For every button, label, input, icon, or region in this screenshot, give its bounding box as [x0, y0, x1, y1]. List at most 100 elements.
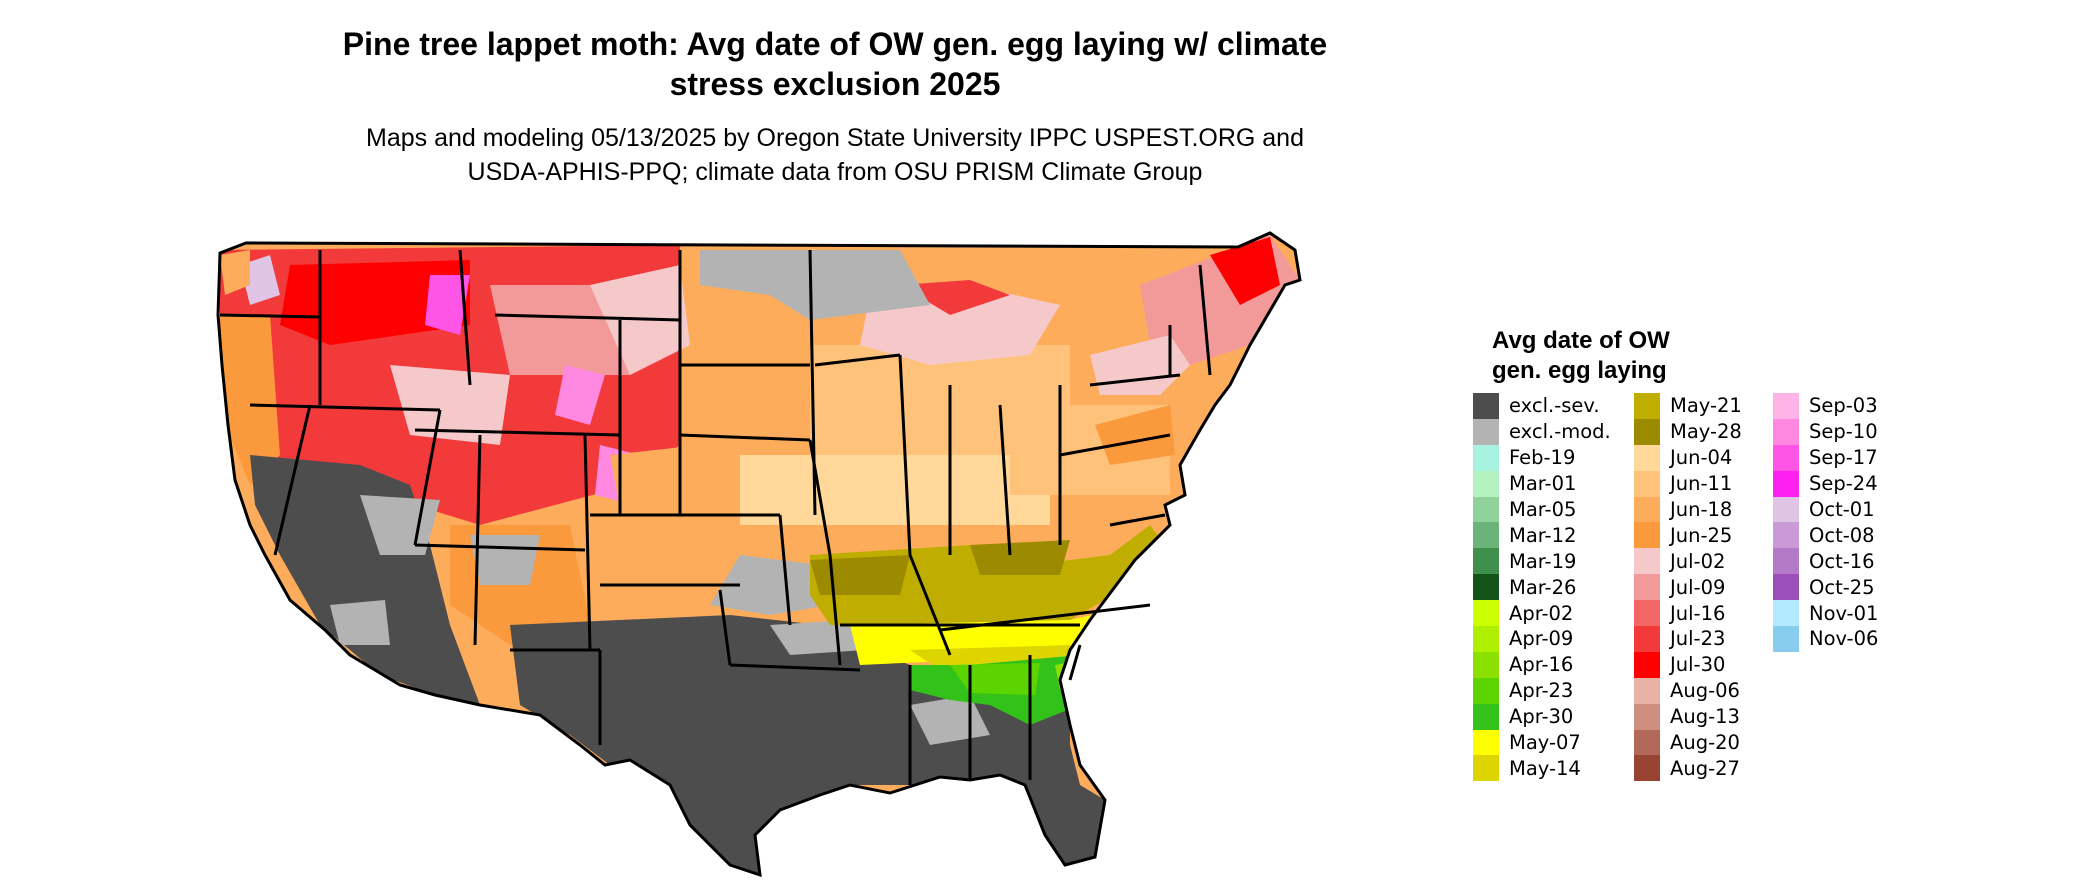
- legend-item: excl.-sev.: [1473, 392, 1611, 419]
- legend-swatch: [1634, 574, 1660, 601]
- legend-item: Nov-06: [1773, 625, 1879, 652]
- legend-item: May-07: [1473, 729, 1611, 756]
- legend-label: Nov-06: [1809, 627, 1879, 651]
- legend-item: Jul-30: [1634, 651, 1742, 678]
- legend-item: Aug-27: [1634, 755, 1742, 782]
- legend-swatch: [1634, 600, 1660, 627]
- legend-item: Mar-01: [1473, 470, 1611, 497]
- subtitle-line-1: Maps and modeling 05/13/2025 by Oregon S…: [366, 124, 1304, 152]
- legend-label: Jun-11: [1670, 472, 1733, 496]
- legend-title-line-1: Avg date of OW: [1492, 327, 1670, 354]
- legend-item: May-21: [1634, 392, 1742, 419]
- legend-label: Nov-01: [1809, 601, 1879, 625]
- legend-item: Jun-11: [1634, 470, 1742, 497]
- legend-swatch: [1473, 755, 1499, 782]
- legend-label: Mar-19: [1509, 549, 1577, 573]
- legend-item: Jun-18: [1634, 496, 1742, 523]
- legend-label: Apr-30: [1509, 705, 1574, 729]
- legend-title: Avg date of OW gen. egg laying: [1492, 326, 1752, 386]
- legend-swatch: [1773, 496, 1799, 523]
- legend-label: Sep-10: [1809, 420, 1878, 444]
- legend-label: May-28: [1670, 420, 1742, 444]
- legend-label: Aug-13: [1670, 705, 1740, 729]
- legend-label: May-14: [1509, 756, 1581, 780]
- legend-swatch: [1473, 574, 1499, 601]
- map-title: Pine tree lappet moth: Avg date of OW ge…: [280, 24, 1390, 104]
- legend-item: Jul-02: [1634, 548, 1742, 575]
- legend-label: Mar-26: [1509, 575, 1577, 599]
- legend-item: Oct-08: [1773, 522, 1878, 549]
- legend-label: Jun-04: [1670, 446, 1733, 470]
- legend-item: Oct-25: [1773, 574, 1878, 601]
- legend-item: Sep-24: [1773, 470, 1878, 497]
- legend-swatch: [1473, 600, 1499, 627]
- legend-label: May-21: [1670, 394, 1742, 418]
- legend-swatch: [1634, 651, 1660, 678]
- legend-label: Mar-05: [1509, 498, 1577, 521]
- legend-label: excl.-sev.: [1509, 394, 1600, 418]
- legend-label: Apr-02: [1509, 601, 1574, 625]
- legend-item: Oct-01: [1773, 496, 1878, 523]
- legend-title-line-2: gen. egg laying: [1492, 357, 1667, 384]
- legend-item: Mar-26: [1473, 574, 1611, 601]
- legend-label: Jul-16: [1670, 601, 1726, 625]
- map-subtitle: Maps and modeling 05/13/2025 by Oregon S…: [280, 121, 1390, 189]
- legend-item: Nov-01: [1773, 600, 1879, 627]
- legend-item: Aug-13: [1634, 703, 1742, 730]
- legend-swatch: [1473, 522, 1499, 549]
- legend-swatch: [1473, 651, 1499, 678]
- legend-swatch: [1773, 470, 1799, 497]
- legend-item: Jul-16: [1634, 600, 1742, 627]
- legend-swatch: [1773, 625, 1799, 652]
- legend-item: May-14: [1473, 755, 1611, 782]
- legend-swatch: [1634, 625, 1660, 652]
- legend-swatch: [1773, 418, 1799, 445]
- legend-item: Apr-16: [1473, 651, 1611, 678]
- legend-item: Aug-06: [1634, 677, 1742, 704]
- legend-column-1: excl.-sev. excl.-mod. Feb-19 Mar-01 Mar-05 Ma…: [1473, 392, 1611, 782]
- legend-label: Jun-18: [1670, 498, 1733, 521]
- legend-column-3: Sep-03 Sep-10 Sep-17 Sep-24 Oct-01 Oct-08 Oct-…: [1773, 392, 1879, 652]
- legend-swatch: [1473, 729, 1499, 756]
- legend-swatch: [1634, 677, 1660, 704]
- legend-column-2: May-21 May-28 Jun-04 Jun-11 Jun-18 Jun-25 Jul-…: [1634, 392, 1742, 782]
- legend-label: Aug-27: [1670, 756, 1740, 780]
- legend-swatch: [1473, 703, 1499, 730]
- legend-label: Sep-17: [1809, 446, 1878, 470]
- legend-swatch: [1634, 548, 1660, 575]
- legend-swatch: [1473, 444, 1499, 471]
- legend-label: Apr-16: [1509, 653, 1574, 677]
- legend-swatch: [1473, 392, 1499, 419]
- legend-item: excl.-mod.: [1473, 418, 1611, 445]
- legend-swatch: [1773, 574, 1799, 601]
- legend-swatch: [1634, 392, 1660, 419]
- legend-swatch: [1634, 418, 1660, 445]
- legend-item: Mar-19: [1473, 548, 1611, 575]
- us-map-svg: [216, 231, 1302, 878]
- legend-label: excl.-mod.: [1509, 420, 1611, 444]
- title-line-2: stress exclusion 2025: [669, 66, 1001, 102]
- legend-swatch: [1473, 418, 1499, 445]
- legend-label: Jul-30: [1670, 653, 1726, 677]
- legend-swatch: [1634, 470, 1660, 497]
- legend-label: May-07: [1509, 731, 1581, 755]
- legend-item: Sep-10: [1773, 418, 1878, 445]
- legend-swatch: [1634, 444, 1660, 471]
- legend-item: Jul-09: [1634, 574, 1742, 601]
- legend-item: Feb-19: [1473, 444, 1611, 471]
- legend-item: Jun-25: [1634, 522, 1742, 549]
- legend-swatch: [1473, 548, 1499, 575]
- legend-label: Apr-23: [1509, 679, 1574, 703]
- legend-item: Jun-04: [1634, 444, 1742, 471]
- legend-label: Feb-19: [1509, 446, 1576, 470]
- legend-label: Oct-08: [1809, 523, 1875, 547]
- legend-swatch: [1473, 496, 1499, 523]
- legend-item: Apr-02: [1473, 600, 1611, 627]
- legend-label: Oct-01: [1809, 498, 1875, 521]
- legend-item: Apr-23: [1473, 677, 1611, 704]
- legend-label: Jul-09: [1670, 575, 1726, 599]
- legend-item: Oct-16: [1773, 548, 1878, 575]
- legend-item: Sep-17: [1773, 444, 1878, 471]
- legend-item: Mar-12: [1473, 522, 1611, 549]
- legend-label: Jul-02: [1670, 549, 1726, 573]
